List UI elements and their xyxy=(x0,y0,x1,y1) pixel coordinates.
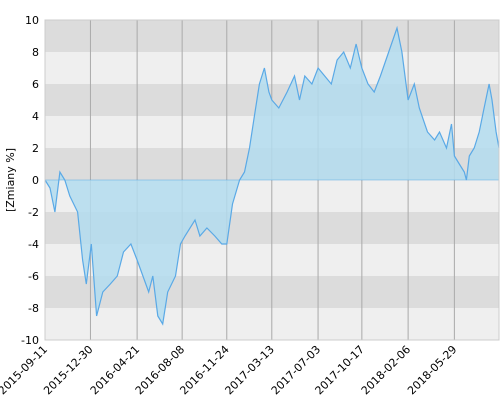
y-tick-label: 6 xyxy=(32,78,39,91)
plot-border xyxy=(44,19,500,341)
y-tick-label: -6 xyxy=(28,270,39,283)
y-tick-label: 8 xyxy=(32,46,39,59)
y-tick-label: -2 xyxy=(28,206,39,219)
area xyxy=(45,28,499,324)
y-tick-label: 0 xyxy=(32,174,39,187)
y-tick-label: -4 xyxy=(28,238,39,251)
line xyxy=(44,25,500,326)
x-tick-label: 2015-12-30 xyxy=(41,343,95,397)
y-tick-label: 4 xyxy=(32,110,39,123)
x-tick-label: 2018-05-29 xyxy=(405,343,459,397)
y-tick-label: -8 xyxy=(28,302,39,315)
y-tick-label: -10 xyxy=(21,334,39,347)
y-axis-label: [Zmiany %] xyxy=(4,148,17,212)
y-tick-label: 10 xyxy=(25,14,39,27)
y-tick-label: 2 xyxy=(32,142,39,155)
